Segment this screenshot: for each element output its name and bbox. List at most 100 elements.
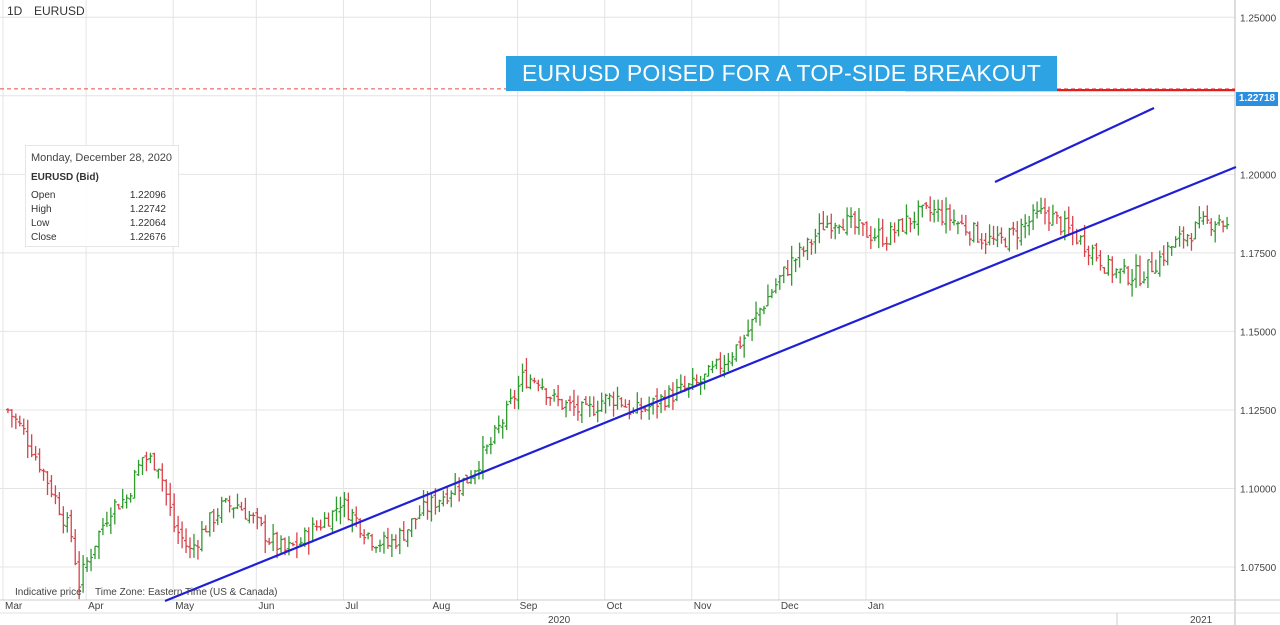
ohlc-bar [801,246,806,257]
ohlc-bar [413,517,418,530]
ohlc-bar [841,218,846,231]
ohlc-bar [223,498,228,503]
ohlc-bar [255,507,260,530]
ohlc-bar [1193,221,1198,240]
y-tick-label: 1.10000 [1240,484,1277,495]
ohlc-bar [1114,268,1119,279]
ohlc-bar [1082,224,1087,257]
ohlc-bar [896,219,901,237]
ohlc-bar [136,459,141,476]
ohlc-bar [860,222,865,237]
ohlc-bar [528,374,533,390]
ohlc-bar [488,437,493,455]
ohlc-bar [607,393,612,407]
ohlc-bar [37,448,42,473]
ohlc-bar [678,374,683,393]
ohlc-bar [603,393,608,414]
ohlc-bar [1149,252,1154,273]
ohlc-bar [124,494,129,509]
ohlc-bar [856,208,861,235]
ohlc-bar [552,389,557,402]
x-month-label: Jul [345,601,358,612]
ohlc-bar [908,217,913,233]
info-open-value: 1.22096 [129,190,166,201]
symbol-label[interactable]: EURUSD [34,4,85,18]
ohlc-bar [1094,242,1099,262]
ohlc-bar [374,546,379,553]
ohlc-bar [821,211,826,231]
ohlc-bar [1153,259,1158,274]
ohlc-bar [164,479,169,506]
ohlc-bar [571,389,576,417]
ohlc-bar [619,397,624,408]
ohlc-bar [385,527,390,549]
ohlc-bar [959,214,964,225]
ohlc-bar [100,518,105,536]
ohlc-bar [306,527,311,555]
x-month-label: Aug [433,601,451,612]
ohlc-bar [928,196,933,222]
ohlc-bar [773,278,778,294]
ohlc-bar [342,492,347,518]
ohlc-bar [496,415,501,434]
ohlc-bar [96,530,101,560]
ohlc-bar [77,551,82,600]
ohlc-bar [651,397,656,415]
short-term-support-line [994,107,1155,183]
ohlc-bar [694,374,699,385]
ohlc-bar [813,228,818,254]
ohlc-bar [512,389,517,409]
ohlc-bar [247,510,252,524]
ohlc-bar [85,557,90,572]
ohlc-bar [738,336,743,349]
ohlc-bar [172,493,177,533]
timeframe-label[interactable]: 1D [7,4,23,18]
ohlc-bar [1086,245,1091,266]
ohlc-bar [231,507,236,519]
ohlc-bar [900,218,905,232]
ohlc-bar [148,452,153,464]
ohlc-bar [892,222,897,243]
ohlc-bar [1225,216,1230,230]
ohlc-bar [880,218,885,247]
ohlc-bar [188,537,192,559]
ohlc-bar [944,197,949,234]
ohlc-bar [1134,254,1139,288]
ohlc-bar [227,495,232,513]
ohlc-bar [314,520,319,531]
ohlc-bar [259,516,264,527]
ohlc-bar [706,364,711,377]
ohlc-bar [516,375,521,410]
ohlc-bar [5,408,10,414]
ohlc-bar [777,274,782,290]
ohlc-bar [615,386,620,410]
ohlc-bar [449,490,454,508]
y-tick-label: 1.20000 [1240,170,1277,181]
info-row-low: Low 1.22064 [31,218,171,232]
ohlc-bar [33,446,38,461]
ohlc-bar [734,344,739,362]
ohlc-bar [437,499,442,513]
ohlc-bar [310,517,315,543]
ohlc-bar [746,319,751,337]
ohlc-bar [326,512,331,527]
x-month-label: Oct [607,601,623,612]
ohlc-bar [560,398,565,410]
ohlc-bar [1209,218,1214,237]
ohlc-bar [57,492,62,516]
info-low-label: Low [31,218,50,229]
ohlc-bar [1054,211,1059,224]
ohlc-bar [350,508,355,533]
ohlc-bar [797,242,802,268]
ohlc-bar [611,391,616,417]
ohlc-bar [504,400,509,431]
ohlc-bar [991,225,996,245]
ohlc-bar [211,508,216,533]
ohlc-bar [536,379,541,392]
ohlc-bar [655,388,660,419]
ohlc-bar [1221,220,1226,233]
ohlc-bar [1189,233,1194,251]
ohlc-bar [1046,206,1051,232]
ohlc-bar [433,488,438,515]
